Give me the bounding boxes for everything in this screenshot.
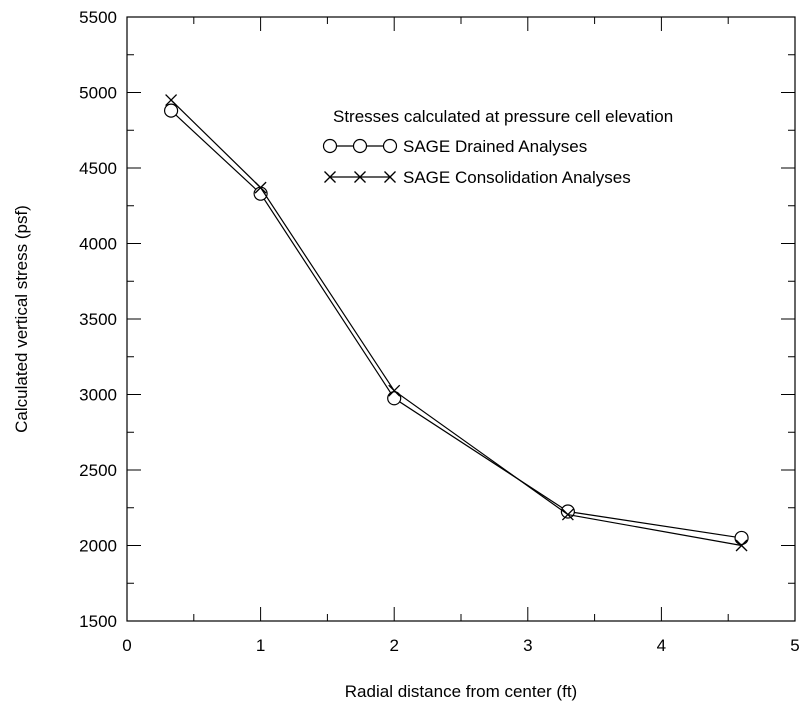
data-point — [387, 391, 402, 406]
data-point — [734, 530, 749, 546]
y-tick-label: 4000 — [79, 235, 117, 254]
y-tick-label: 1500 — [79, 612, 117, 631]
x-tick-label: 0 — [122, 636, 131, 655]
legend-entry: SAGE Drained Analyses — [322, 137, 587, 156]
series-line — [170, 99, 742, 547]
data-point — [165, 94, 178, 107]
legend-marker — [324, 171, 336, 183]
data-point — [254, 181, 267, 194]
legend-label: SAGE Drained Analyses — [403, 137, 587, 156]
tick-labels: 0 1 2 3 4 5 1500 2000 2500 3000 3500 4000 4500 5000 55… — [79, 8, 800, 655]
x-tick-label: 1 — [256, 636, 265, 655]
axis-ticks — [126, 16, 796, 622]
data-point — [561, 508, 574, 521]
data-point — [163, 103, 179, 118]
x-tick-label: 2 — [389, 636, 398, 655]
x-axis-label: Radial distance from center (ft) — [345, 682, 577, 701]
legend-marker — [352, 138, 368, 154]
legend: Stresses calculated at pressure cell ele… — [322, 107, 673, 187]
legend-marker — [354, 171, 366, 183]
y-tick-label: 3000 — [79, 386, 117, 405]
legend-title: Stresses calculated at pressure cell ele… — [333, 107, 673, 126]
y-axis-label: Calculated vertical stress (psf) — [12, 205, 31, 433]
series-layer — [163, 94, 749, 552]
x-tick-label: 5 — [790, 636, 799, 655]
legend-marker — [322, 138, 338, 154]
y-tick-label: 2000 — [79, 537, 117, 556]
series-2 — [165, 94, 748, 552]
data-point — [388, 384, 401, 397]
legend-label: SAGE Consolidation Analyses — [403, 168, 631, 187]
data-point — [735, 539, 748, 552]
x-tick-label: 4 — [657, 636, 666, 655]
y-tick-label: 5000 — [79, 84, 117, 103]
x-tick-label: 3 — [523, 636, 532, 655]
legend-entry: SAGE Consolidation Analyses — [324, 168, 631, 187]
y-tick-label: 4500 — [79, 159, 117, 178]
legend-marker — [384, 171, 396, 183]
y-tick-label: 2500 — [79, 461, 117, 480]
legend-marker — [382, 138, 398, 154]
y-tick-label: 5500 — [79, 8, 117, 27]
y-tick-label: 3500 — [79, 310, 117, 329]
series-1 — [163, 103, 749, 546]
